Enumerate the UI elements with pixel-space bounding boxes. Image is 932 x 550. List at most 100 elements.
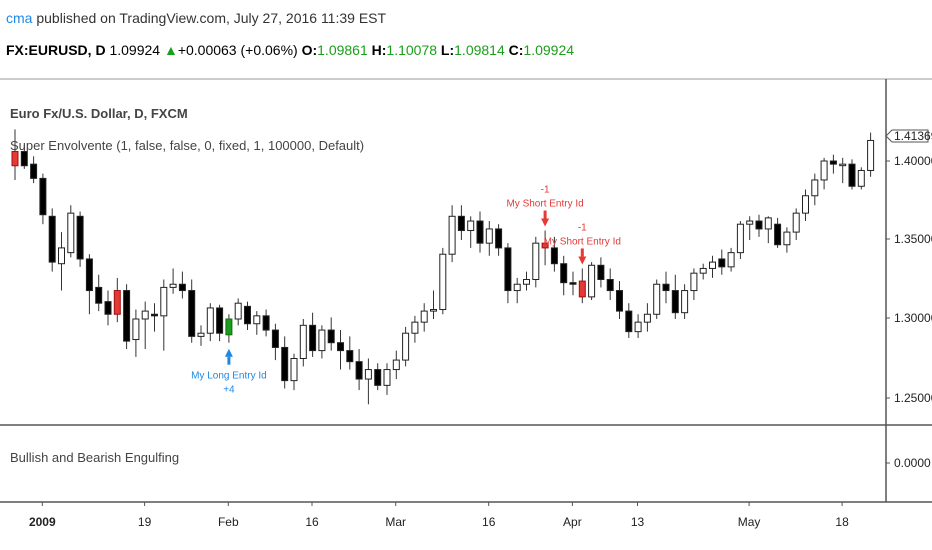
candle-body xyxy=(783,231,791,246)
author-link[interactable]: cma xyxy=(6,10,33,26)
candle-body xyxy=(578,280,586,298)
symbol-label[interactable]: FX:EURUSD, D xyxy=(6,42,106,58)
candle xyxy=(30,156,38,184)
candle xyxy=(188,279,196,343)
candle-body xyxy=(513,283,521,292)
last-price-marker: 1.41369 xyxy=(885,129,932,143)
candle-body xyxy=(104,301,112,315)
candle xyxy=(132,309,140,357)
candle xyxy=(774,217,782,248)
y-tick-label: 1.35000 xyxy=(894,232,932,246)
candle-body xyxy=(364,369,372,380)
candle xyxy=(439,247,447,315)
candle xyxy=(653,279,661,319)
candle xyxy=(513,277,521,304)
candle-body xyxy=(681,290,689,314)
x-tick-label: Feb xyxy=(218,515,239,529)
indicator-label[interactable]: Super Envolvente (1, false, false, 0, fi… xyxy=(10,138,364,153)
candle xyxy=(578,268,586,304)
short-entry-signal: My Short Entry Id -1 xyxy=(506,185,584,227)
candle-body xyxy=(95,286,103,304)
last-price: 1.09924 xyxy=(109,42,161,58)
candle xyxy=(541,230,549,266)
candle xyxy=(616,281,623,319)
candle-body xyxy=(802,195,809,214)
candle-body xyxy=(625,310,633,333)
x-tick-label: 19 xyxy=(138,515,152,529)
short-signal-qty: -1 xyxy=(541,185,550,196)
candle xyxy=(141,301,149,350)
candle-body xyxy=(20,151,28,167)
candle-body xyxy=(764,217,772,230)
candle xyxy=(327,317,335,351)
y-tick-label: 1.30000 xyxy=(894,311,932,325)
candle-body xyxy=(67,212,75,254)
candle-body xyxy=(671,290,679,314)
candle-body xyxy=(727,252,735,268)
x-tick-label: 16 xyxy=(482,515,496,529)
candle-body xyxy=(346,350,354,363)
candle-body xyxy=(485,228,493,244)
candle xyxy=(457,205,465,240)
candle xyxy=(811,173,819,206)
candle xyxy=(104,290,112,326)
candle-body xyxy=(746,220,754,225)
candle-body xyxy=(550,247,558,265)
candle-body xyxy=(643,313,651,323)
candle xyxy=(169,268,177,294)
arrow-shaft xyxy=(543,210,547,219)
candle-body xyxy=(662,283,670,292)
candle-body xyxy=(30,163,38,179)
candle xyxy=(764,216,772,244)
candle-body xyxy=(392,359,400,371)
candle-body xyxy=(820,160,828,181)
candle xyxy=(792,208,800,240)
candle-body xyxy=(476,220,484,244)
candle xyxy=(383,363,391,395)
short-entry-signal: My Short Entry Id -1 xyxy=(544,222,621,265)
candle xyxy=(271,323,279,361)
candle xyxy=(485,221,493,256)
candle-body xyxy=(39,177,47,216)
low-label: L: xyxy=(440,42,455,58)
candle xyxy=(48,208,56,272)
candle xyxy=(299,319,307,367)
candle-body xyxy=(867,139,875,171)
candle-body xyxy=(234,302,242,320)
candle-body xyxy=(690,272,698,292)
close-label: C: xyxy=(508,42,524,58)
candle-body xyxy=(318,329,326,352)
candle-body xyxy=(290,358,298,382)
candle-body xyxy=(151,313,158,317)
x-tick-label: 18 xyxy=(835,515,849,529)
short-signal-label: My Short Entry Id xyxy=(506,199,583,210)
candle xyxy=(755,214,763,237)
long-entry-signal: My Long Entry Id +4 xyxy=(191,348,267,396)
candle xyxy=(625,303,633,338)
candle-body xyxy=(11,151,19,167)
candle xyxy=(671,274,679,319)
candle-body xyxy=(504,247,512,292)
candle-body xyxy=(225,318,233,336)
candle-body xyxy=(123,290,131,342)
price-change: +0.00063 (+0.06%) xyxy=(177,42,298,58)
candle xyxy=(606,268,614,301)
candle-body xyxy=(857,169,865,187)
candle xyxy=(76,211,84,267)
candle-body xyxy=(206,307,214,334)
arrow-up-icon xyxy=(224,348,233,357)
candle xyxy=(234,298,242,326)
candle-body xyxy=(736,223,744,254)
candle xyxy=(420,303,428,332)
time-axis[interactable]: 2009 19 Feb 16 Mar 16 Apr 13 May 18 xyxy=(29,502,849,529)
price-axis[interactable]: 1.40000 1.35000 1.30000 1.25000 xyxy=(886,154,932,405)
x-tick-label: Apr xyxy=(563,515,582,529)
candle xyxy=(532,236,540,288)
candle-body xyxy=(141,310,149,320)
candle-body xyxy=(271,329,279,348)
candle xyxy=(206,303,214,342)
candle xyxy=(829,154,837,174)
candle-body xyxy=(253,315,261,325)
candle xyxy=(160,279,168,351)
